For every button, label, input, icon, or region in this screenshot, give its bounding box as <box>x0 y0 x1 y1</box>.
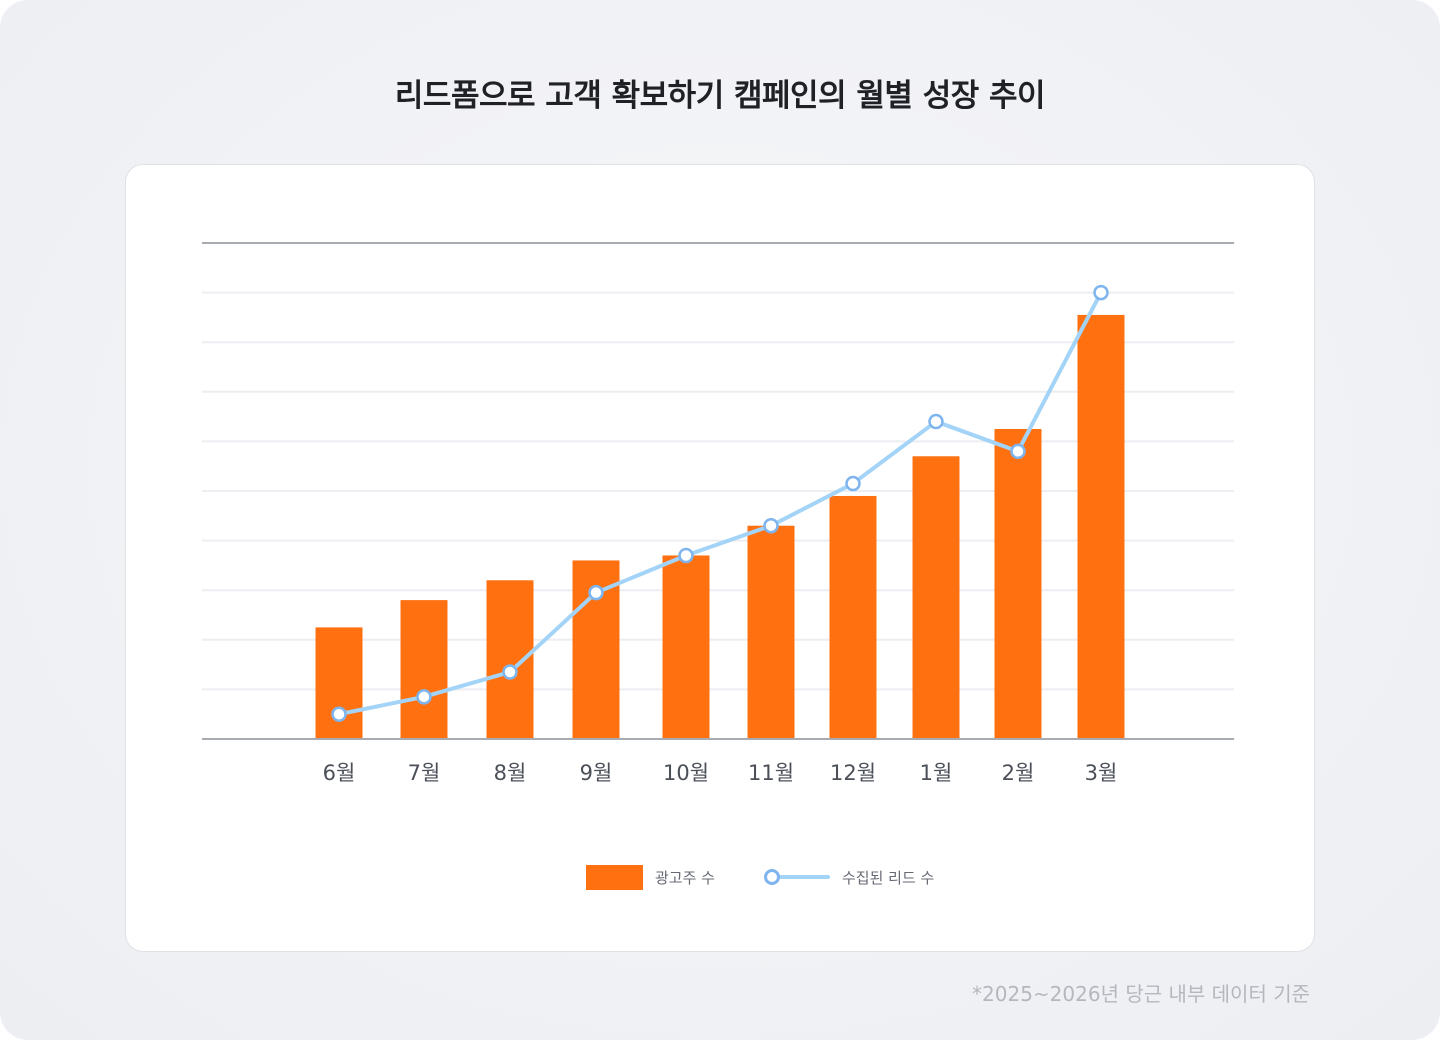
x-tick-label: 10월 <box>663 761 709 785</box>
legend-item-bar: 광고주 수 <box>586 857 715 897</box>
chart-card: 6월 7월 8월 9월 10월 11월 12월 1월 2월 3월 광고주 수 수집된 리드 수 <box>125 164 1315 952</box>
bar-5 <box>662 555 710 739</box>
legend-bar-swatch <box>586 864 643 890</box>
bar-10 <box>1077 314 1125 739</box>
bar-7 <box>829 495 877 739</box>
line-point-1 <box>331 706 347 722</box>
bar-8 <box>912 456 960 739</box>
lead-line <box>337 290 1103 717</box>
legend-item-line: 수집된 리드 수 <box>764 857 934 897</box>
legend-line-swatch <box>764 865 830 889</box>
x-tick-label: 9월 <box>580 761 613 785</box>
bar-2 <box>400 600 448 739</box>
line-point-2 <box>416 689 432 705</box>
bar-1 <box>315 627 363 739</box>
x-tick-label: 1월 <box>920 761 953 785</box>
x-tick-label: 12월 <box>830 761 876 785</box>
bar-6 <box>747 525 795 739</box>
legend-line-label: 수집된 리드 수 <box>842 868 935 887</box>
chart-title: 리드폼으로 고객 확보하기 캠페인의 월별 성장 추이 <box>394 78 1046 114</box>
line-point-6 <box>763 517 779 534</box>
line-point-8 <box>928 413 944 430</box>
x-tick-label: 6월 <box>323 761 356 785</box>
line-point-7 <box>845 475 861 492</box>
legend-bar-label: 광고주 수 <box>655 868 715 887</box>
chart-legend: 광고주 수 수집된 리드 수 <box>126 857 1316 897</box>
bar-3 <box>486 580 534 739</box>
line-point-4 <box>588 584 604 601</box>
line-point-10 <box>1093 284 1109 301</box>
x-tick-label: 7월 <box>408 761 441 785</box>
line-point-3 <box>502 664 518 680</box>
chart-plot: 6월 7월 8월 9월 10월 11월 12월 1월 2월 3월 <box>202 242 1234 785</box>
x-tick-label: 3월 <box>1085 761 1118 785</box>
line-point-5 <box>678 547 694 564</box>
bar-9 <box>994 429 1042 739</box>
footnote: *2025~2026년 당근 내부 데이터 기준 <box>972 982 1310 1006</box>
x-tick-label: 11월 <box>748 761 794 785</box>
line-point-9 <box>1010 443 1026 460</box>
x-tick-label: 2월 <box>1002 761 1035 785</box>
x-tick-label: 8월 <box>494 761 527 785</box>
